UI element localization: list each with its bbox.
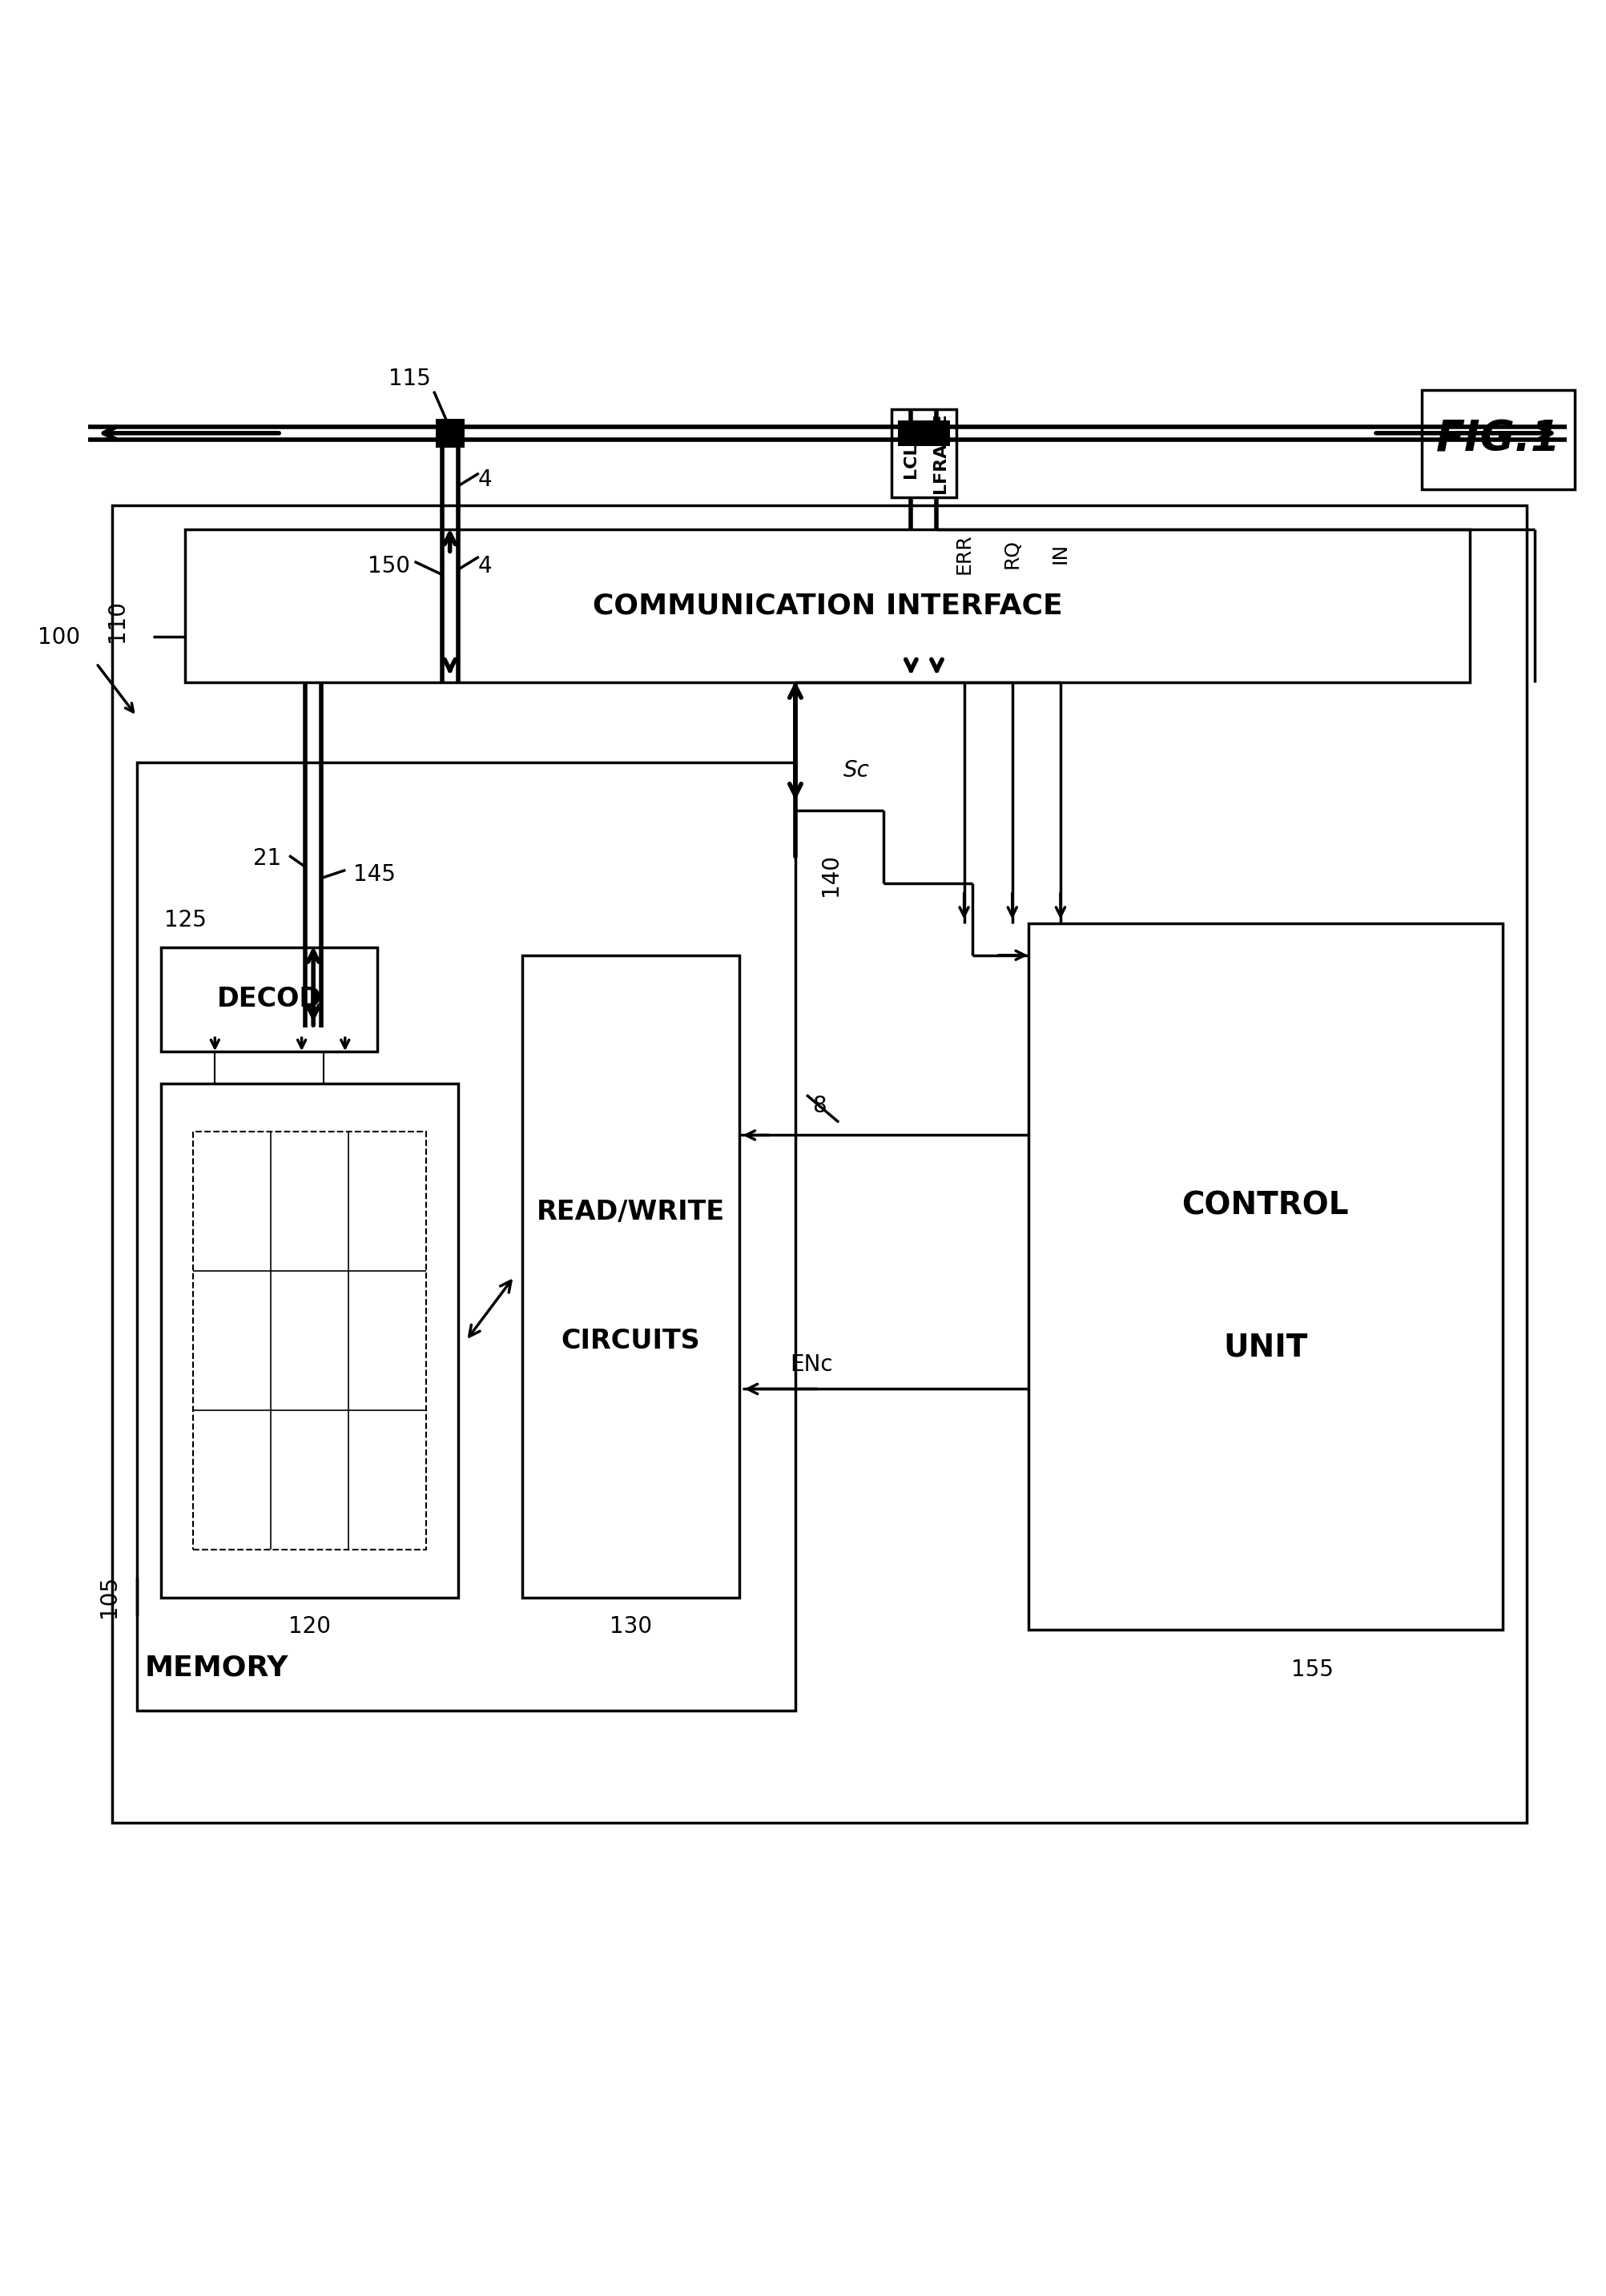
Text: READ/WRITE: READ/WRITE (536, 1199, 724, 1226)
Text: 8: 8 (813, 1095, 825, 1118)
Bar (522, 955, 739, 1598)
Text: DECOD: DECOD (217, 987, 321, 1013)
Text: 150: 150 (368, 556, 410, 579)
Text: 4: 4 (479, 468, 491, 491)
Text: 21: 21 (252, 847, 281, 870)
Bar (1421, 390, 1574, 489)
Text: 145: 145 (353, 863, 395, 886)
Text: FIG.1: FIG.1 (1436, 418, 1559, 461)
Bar (925, 519, 948, 542)
Text: LFRAME: LFRAME (931, 413, 948, 494)
Text: IN: IN (1050, 544, 1070, 565)
Text: CONTROL: CONTROL (1180, 1192, 1349, 1221)
Text: 125: 125 (164, 909, 206, 932)
Text: ERR: ERR (954, 533, 973, 574)
Text: UNIT: UNIT (1222, 1332, 1307, 1362)
Text: 155: 155 (1291, 1660, 1333, 1681)
Text: MEMORY: MEMORY (145, 1653, 287, 1681)
Bar (112, 505, 1526, 1823)
Bar (185, 530, 1469, 682)
Text: 4: 4 (479, 556, 491, 579)
Text: 105: 105 (98, 1575, 120, 1619)
Text: 115: 115 (389, 367, 430, 390)
Bar (161, 948, 377, 1052)
Text: 140: 140 (819, 854, 842, 895)
Bar (1028, 923, 1502, 1630)
Bar (137, 762, 795, 1711)
Text: 100: 100 (39, 627, 80, 647)
Text: 120: 120 (287, 1616, 331, 1637)
Text: RQ: RQ (1002, 540, 1021, 569)
Bar (435, 418, 464, 448)
Bar (161, 1084, 458, 1598)
Text: LCLK: LCLK (903, 429, 919, 478)
Text: 130: 130 (609, 1616, 652, 1637)
Text: COMMUNICATION INTERFACE: COMMUNICATION INTERFACE (593, 592, 1062, 620)
Text: ENc: ENc (790, 1355, 832, 1375)
Bar (923, 420, 949, 445)
Text: Sc: Sc (843, 760, 869, 781)
Bar (891, 409, 956, 498)
Text: CIRCUITS: CIRCUITS (560, 1327, 700, 1355)
Bar (898, 420, 923, 445)
Text: 110: 110 (106, 599, 128, 643)
Bar (193, 1132, 426, 1550)
